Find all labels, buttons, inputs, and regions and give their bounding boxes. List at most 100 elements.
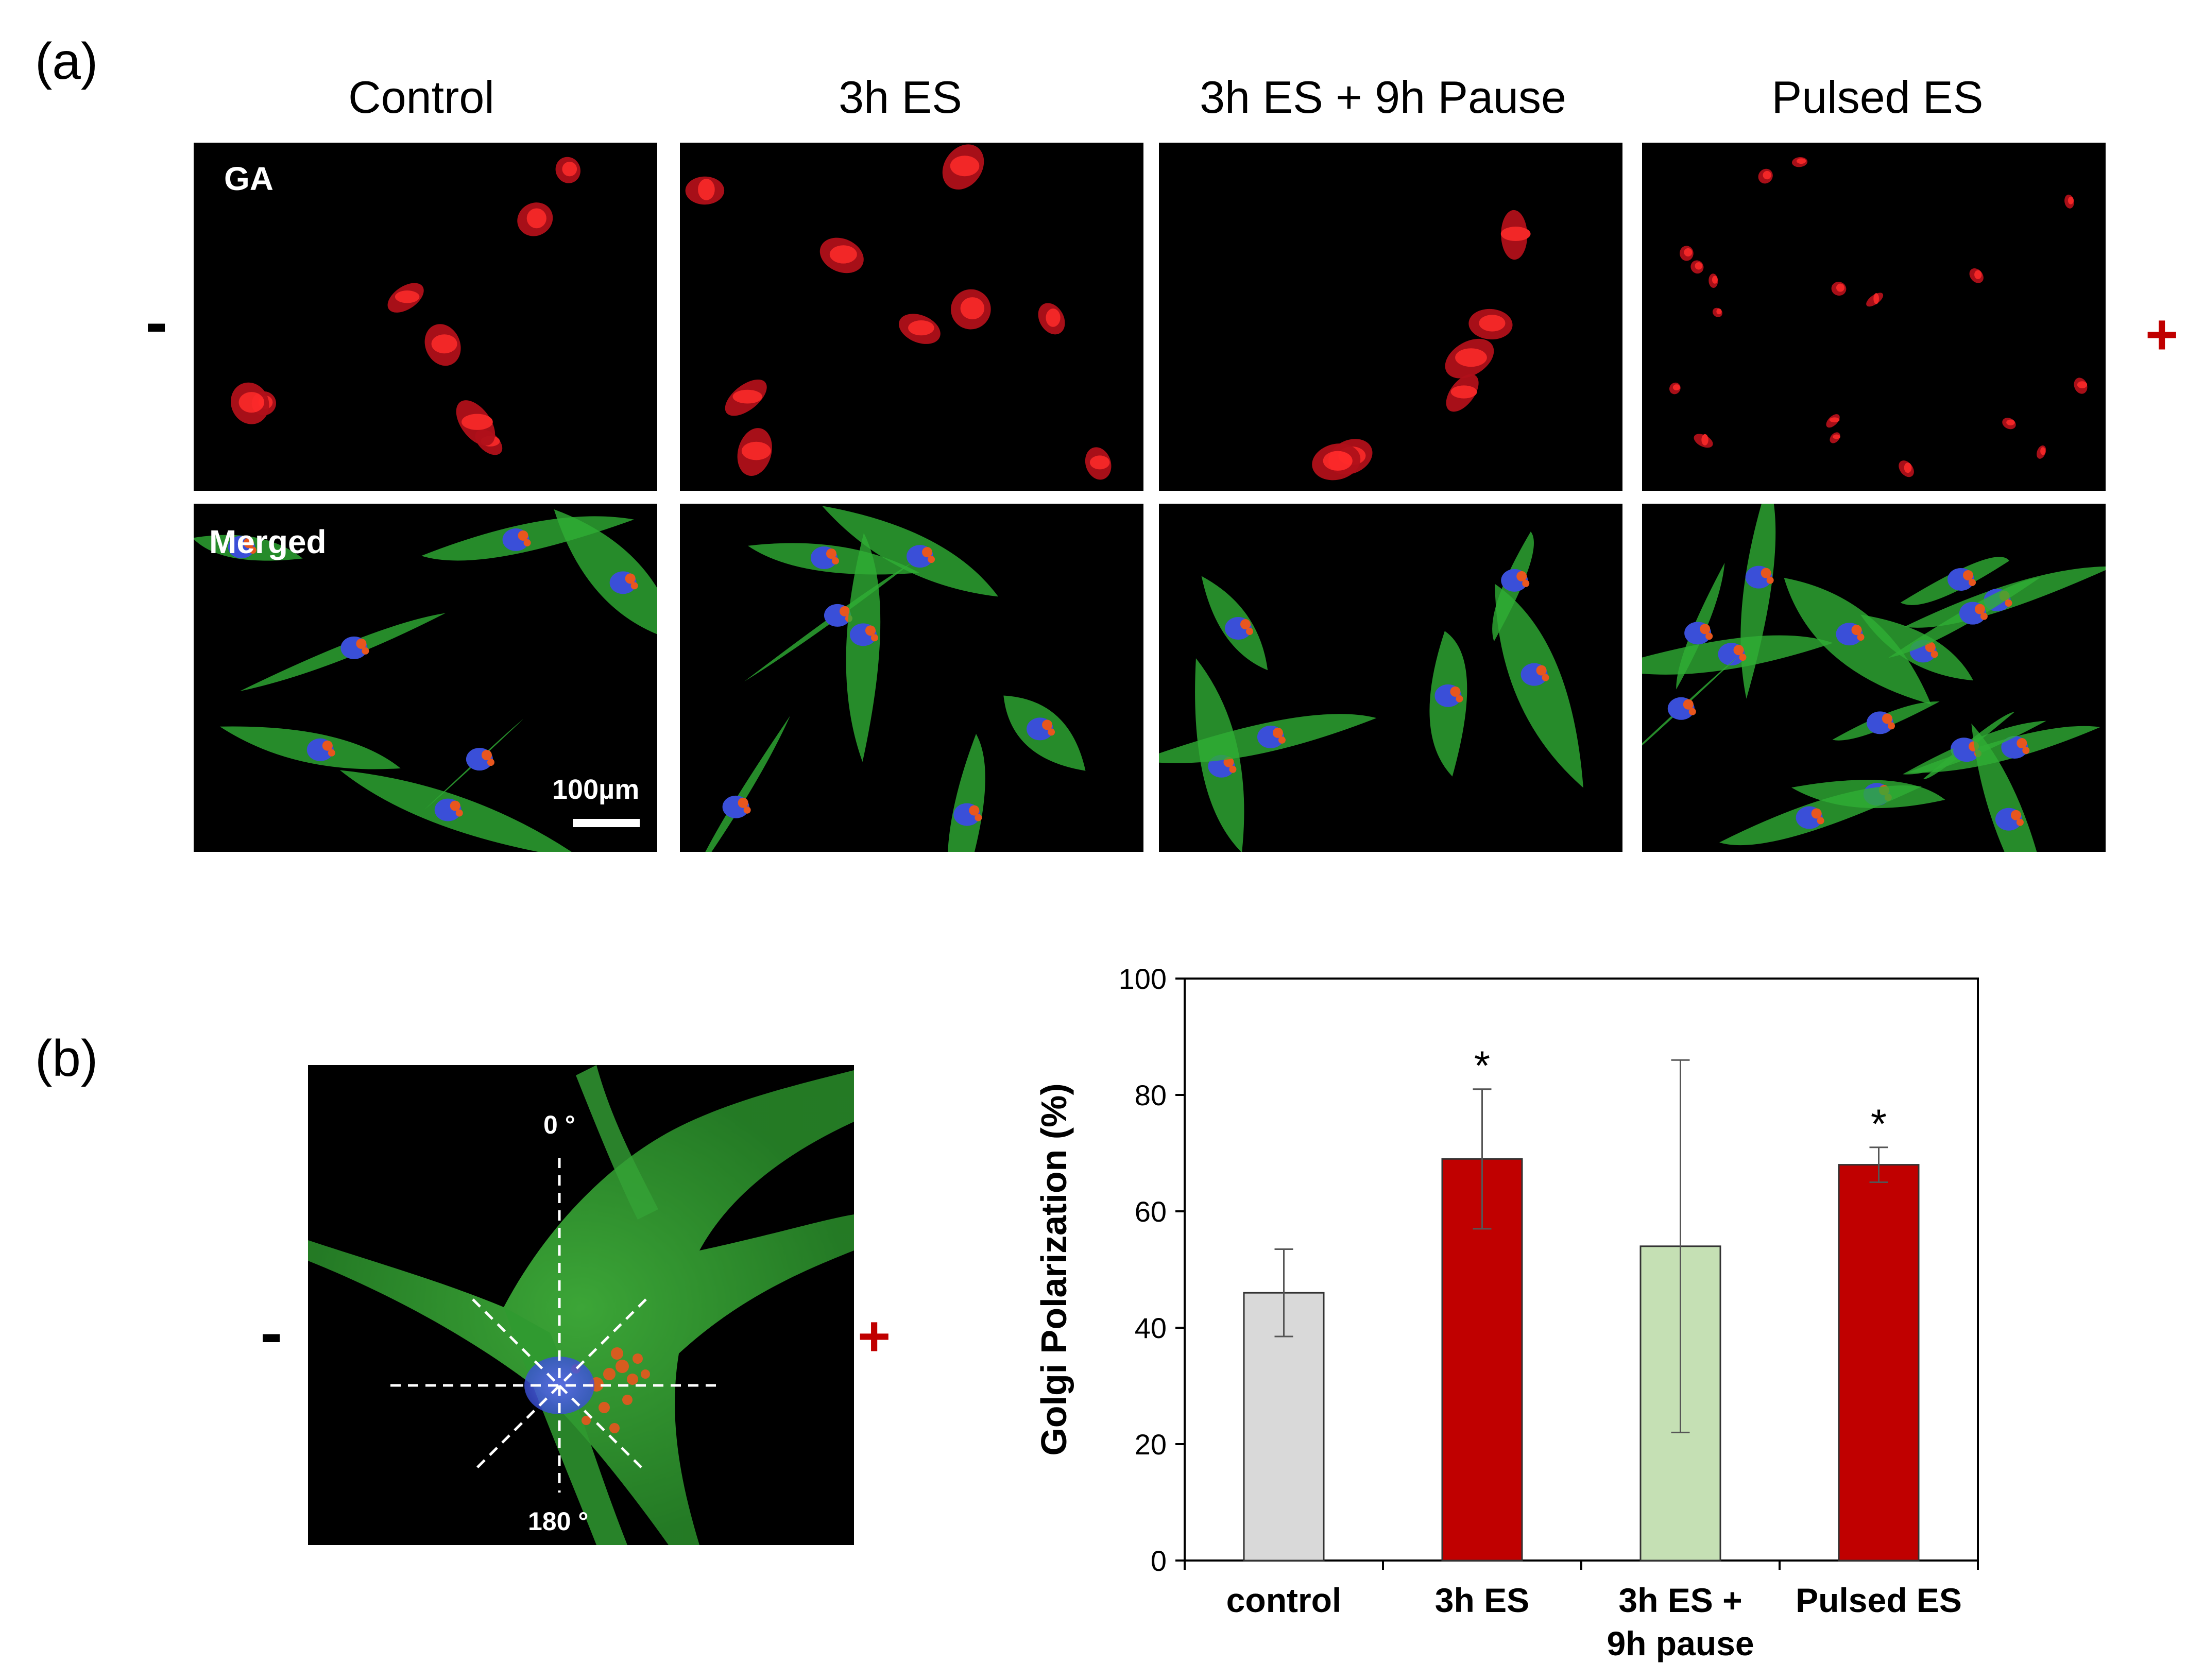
golgi-signal bbox=[1312, 443, 1361, 481]
x-category-label-2: 3h ES +9h pause bbox=[1607, 1581, 1754, 1662]
cell bbox=[1495, 584, 1583, 788]
micrograph-ga-pulsed-es bbox=[1642, 143, 2106, 491]
micrograph-ga-3h-es-9h-pause bbox=[1159, 143, 1622, 491]
y-tick-label: 40 bbox=[1135, 1312, 1167, 1344]
cell bbox=[1429, 631, 1467, 777]
golgi-signal bbox=[1500, 210, 1531, 260]
column-title-3h-es: 3h ES bbox=[839, 72, 962, 123]
golgi-signal bbox=[1758, 168, 1773, 184]
micrograph-merged-pulsed-es bbox=[1642, 504, 2106, 852]
cell bbox=[1888, 577, 2041, 658]
cell bbox=[1971, 723, 2037, 852]
cell bbox=[1832, 701, 1940, 741]
golgi-signal bbox=[899, 314, 941, 344]
golgi-signal bbox=[1445, 338, 1494, 379]
golgi-signal bbox=[424, 324, 461, 366]
golgi-signal bbox=[1038, 303, 1065, 335]
golgi-signal bbox=[1969, 268, 1984, 283]
cell bbox=[1719, 785, 1922, 846]
scale-bar-label: 100µm bbox=[552, 774, 640, 805]
cell bbox=[1003, 695, 1086, 771]
cell bbox=[948, 733, 985, 852]
error-bar-1 bbox=[1473, 1088, 1492, 1230]
cell bbox=[339, 770, 572, 852]
channel-label-merged: Merged bbox=[209, 523, 327, 560]
cell bbox=[705, 715, 791, 852]
golgi-signal bbox=[685, 176, 725, 205]
golgi-signal bbox=[1669, 382, 1681, 395]
positive-pole-b: + bbox=[858, 1305, 891, 1368]
golgi-signal bbox=[1712, 307, 1722, 317]
golgi-signal bbox=[942, 144, 984, 190]
channel-label-ga: GA bbox=[224, 160, 274, 197]
golgi-signal bbox=[1826, 414, 1840, 428]
golgi-signal bbox=[2064, 194, 2074, 209]
cell bbox=[219, 726, 401, 769]
golgi-signal bbox=[1690, 260, 1704, 274]
golgi-signal bbox=[1866, 293, 1884, 307]
y-tick-label: 80 bbox=[1135, 1079, 1167, 1111]
golgi-signal bbox=[1791, 157, 1808, 167]
golgi-signal bbox=[1468, 308, 1513, 340]
angle-label-bottom: 180 ° bbox=[528, 1507, 589, 1536]
golgi-signal bbox=[1830, 432, 1840, 443]
column-title-3h-es-9h-pause: 3h ES + 9h Pause bbox=[1200, 72, 1566, 123]
x-category-label-3: Pulsed ES bbox=[1796, 1581, 1962, 1619]
golgi-signal bbox=[725, 379, 767, 416]
x-category-label-1: 3h ES bbox=[1435, 1581, 1529, 1619]
cell bbox=[240, 613, 446, 692]
error-bar-2 bbox=[1671, 1059, 1690, 1433]
golgi-signal bbox=[1899, 460, 1914, 477]
golgi-signal bbox=[1680, 246, 1694, 261]
cell bbox=[424, 718, 524, 810]
golgi-signal bbox=[517, 202, 553, 236]
cell bbox=[822, 506, 999, 597]
significance-marker-3: * bbox=[1871, 1101, 1887, 1147]
column-title-control: Control bbox=[348, 72, 494, 123]
scale-bar bbox=[573, 819, 640, 827]
golgi-signal bbox=[1694, 434, 1713, 448]
error-bar-3 bbox=[1869, 1146, 1888, 1183]
golgi-signal bbox=[1085, 447, 1112, 480]
golgi-polarization-chart: 0 20 40 60 80 100 Golgi Polarization (%) contro… bbox=[1034, 963, 1979, 1662]
golgi-signal bbox=[819, 237, 864, 273]
negative-pole-b: - bbox=[260, 1295, 283, 1370]
golgi-signal bbox=[2074, 378, 2088, 394]
negative-pole-a: - bbox=[145, 284, 168, 359]
cell bbox=[1642, 635, 1833, 675]
panel-a-letter: (a) bbox=[35, 32, 98, 90]
x-category-label-0: control bbox=[1226, 1581, 1342, 1619]
y-tick-label: 20 bbox=[1135, 1428, 1167, 1461]
bar-3 bbox=[1838, 1164, 1920, 1562]
micrograph-ga-3h-es bbox=[680, 143, 1143, 491]
golgi-signal bbox=[2002, 418, 2016, 430]
golgi-signal bbox=[456, 400, 496, 446]
y-tick-label: 0 bbox=[1151, 1545, 1167, 1577]
cell bbox=[1642, 656, 1738, 746]
cell bbox=[1159, 714, 1377, 763]
micrograph-ga-control bbox=[194, 143, 657, 491]
micrograph-merged-3h-es-9h-pause bbox=[1159, 504, 1622, 852]
cell bbox=[1740, 504, 1776, 699]
y-tick-label: 60 bbox=[1135, 1195, 1167, 1228]
angle-label-top: 0 ° bbox=[543, 1110, 575, 1139]
significance-marker-1: * bbox=[1474, 1043, 1490, 1089]
golgi-signal bbox=[555, 157, 580, 183]
error-bar-0 bbox=[1274, 1248, 1293, 1338]
golgi-signal bbox=[1708, 273, 1718, 288]
cell bbox=[846, 533, 881, 762]
cell bbox=[554, 509, 657, 635]
positive-pole-a: + bbox=[2145, 303, 2179, 366]
golgi-signal bbox=[1831, 282, 1847, 296]
golgi-signal bbox=[1446, 374, 1479, 412]
cell bbox=[194, 535, 303, 561]
golgi-signal bbox=[737, 428, 772, 476]
cell bbox=[1900, 557, 2009, 605]
panel-b-letter: (b) bbox=[35, 1030, 98, 1087]
cell bbox=[1201, 576, 1268, 671]
golgi-signal bbox=[951, 289, 991, 330]
y-tick-label: 100 bbox=[1119, 963, 1167, 995]
cell bbox=[1784, 578, 1932, 705]
micrograph-merged-3h-es bbox=[680, 504, 1143, 852]
column-title-pulsed-es: Pulsed ES bbox=[1771, 72, 1984, 123]
